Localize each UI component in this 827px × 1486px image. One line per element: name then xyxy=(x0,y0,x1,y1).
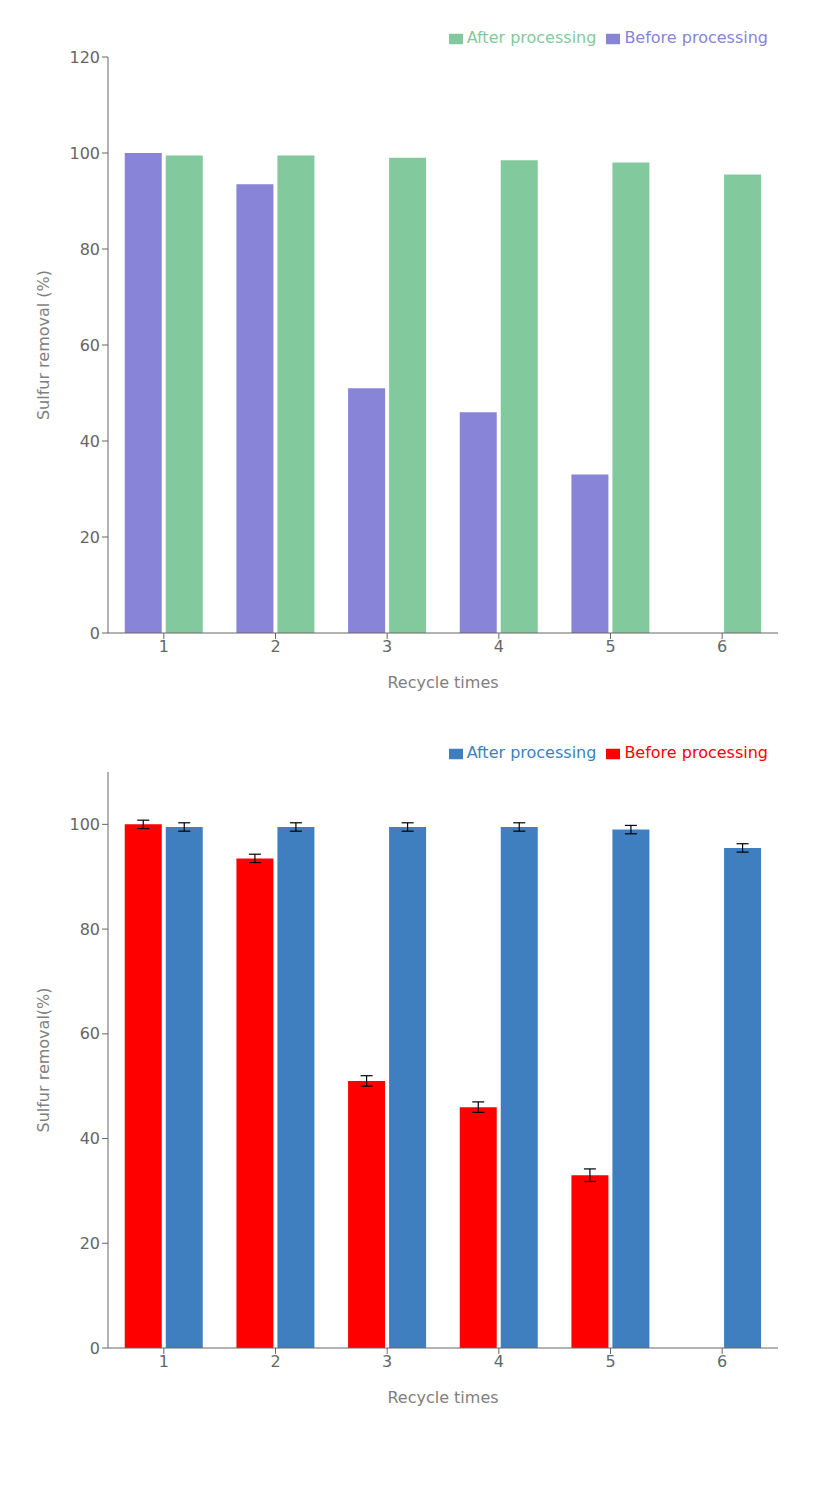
svg-text:3: 3 xyxy=(382,1352,392,1371)
svg-text:120: 120 xyxy=(69,48,100,67)
svg-text:5: 5 xyxy=(605,1352,615,1371)
svg-text:40: 40 xyxy=(80,432,100,451)
svg-text:Recycle times: Recycle times xyxy=(387,1388,498,1407)
svg-text:2: 2 xyxy=(270,1352,280,1371)
svg-text:Sulfur removal (%): Sulfur removal (%) xyxy=(34,270,53,420)
svg-text:5: 5 xyxy=(605,637,615,656)
svg-text:20: 20 xyxy=(80,1234,100,1253)
svg-text:100: 100 xyxy=(69,144,100,163)
svg-text:60: 60 xyxy=(80,1024,100,1043)
svg-text:4: 4 xyxy=(494,637,504,656)
svg-text:100: 100 xyxy=(69,815,100,834)
svg-text:80: 80 xyxy=(80,920,100,939)
svg-text:80: 80 xyxy=(80,240,100,259)
svg-text:1: 1 xyxy=(159,1352,169,1371)
html-text:After processing: After processing xyxy=(466,28,597,47)
svg-text:Recycle times: Recycle times xyxy=(387,673,498,692)
svg-text:1: 1 xyxy=(159,637,169,656)
html-text:Before processing: Before processing xyxy=(624,743,768,762)
svg-text:4: 4 xyxy=(494,1352,504,1371)
svg-text:Sulfur removal(%): Sulfur removal(%) xyxy=(34,987,53,1132)
svg-text:6: 6 xyxy=(717,1352,727,1371)
svg-text:20: 20 xyxy=(80,528,100,547)
svg-text:0: 0 xyxy=(90,1339,100,1358)
svg-text:60: 60 xyxy=(80,336,100,355)
svg-text:3: 3 xyxy=(382,637,392,656)
svg-text:0: 0 xyxy=(90,624,100,643)
svg-text:40: 40 xyxy=(80,1129,100,1148)
html-text:Before processing: Before processing xyxy=(624,28,768,47)
svg-text:6: 6 xyxy=(717,637,727,656)
svg-text:2: 2 xyxy=(270,637,280,656)
html-text:After processing: After processing xyxy=(466,743,597,762)
